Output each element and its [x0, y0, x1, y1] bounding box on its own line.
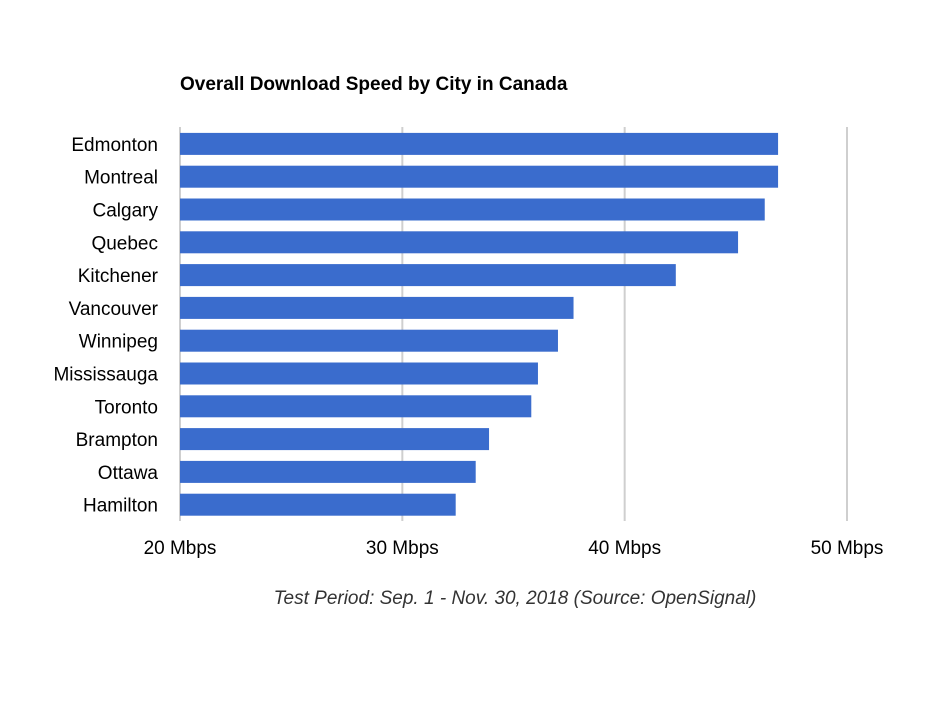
chart-caption: Test Period: Sep. 1 - Nov. 30, 2018 (Sou…: [273, 588, 757, 609]
category-labels: Edmonton Montreal Calgary Quebec Kitchener Va…: [53, 135, 158, 517]
bar: [180, 460, 476, 483]
x-tick-label: 40 Mbps: [588, 538, 661, 559]
bar: [180, 165, 779, 188]
category-label: Kitchener: [78, 266, 159, 287]
category-label: Brampton: [76, 430, 158, 451]
category-label: Ottawa: [98, 463, 159, 484]
category-label: Mississauga: [53, 365, 158, 386]
category-label: Edmonton: [71, 135, 158, 156]
bar-layer: [180, 132, 779, 516]
category-label: Hamilton: [83, 496, 158, 517]
grid-layer: [179, 127, 848, 521]
bar: [180, 132, 779, 155]
bar: [180, 395, 532, 418]
category-label: Calgary: [93, 201, 159, 222]
bar: [180, 362, 538, 385]
category-label: Winnipeg: [79, 332, 158, 353]
x-tick-label: 20 Mbps: [144, 538, 217, 559]
x-tick-label: 30 Mbps: [366, 538, 439, 559]
category-label: Quebec: [91, 233, 158, 254]
bar: [180, 231, 739, 254]
bar: [180, 428, 490, 451]
bar: [180, 493, 456, 516]
x-tick-label: 50 Mbps: [811, 538, 884, 559]
bar: [180, 329, 558, 352]
category-label: Vancouver: [69, 299, 159, 320]
x-axis-ticks: 20 Mbps 30 Mbps 40 Mbps 50 Mbps: [144, 538, 884, 559]
bar: [180, 198, 765, 221]
bar: [180, 264, 676, 287]
category-label: Montreal: [84, 168, 158, 189]
category-label: Toronto: [95, 397, 158, 418]
bar: [180, 296, 574, 319]
chart-title: Overall Download Speed by City in Canada: [180, 74, 568, 95]
